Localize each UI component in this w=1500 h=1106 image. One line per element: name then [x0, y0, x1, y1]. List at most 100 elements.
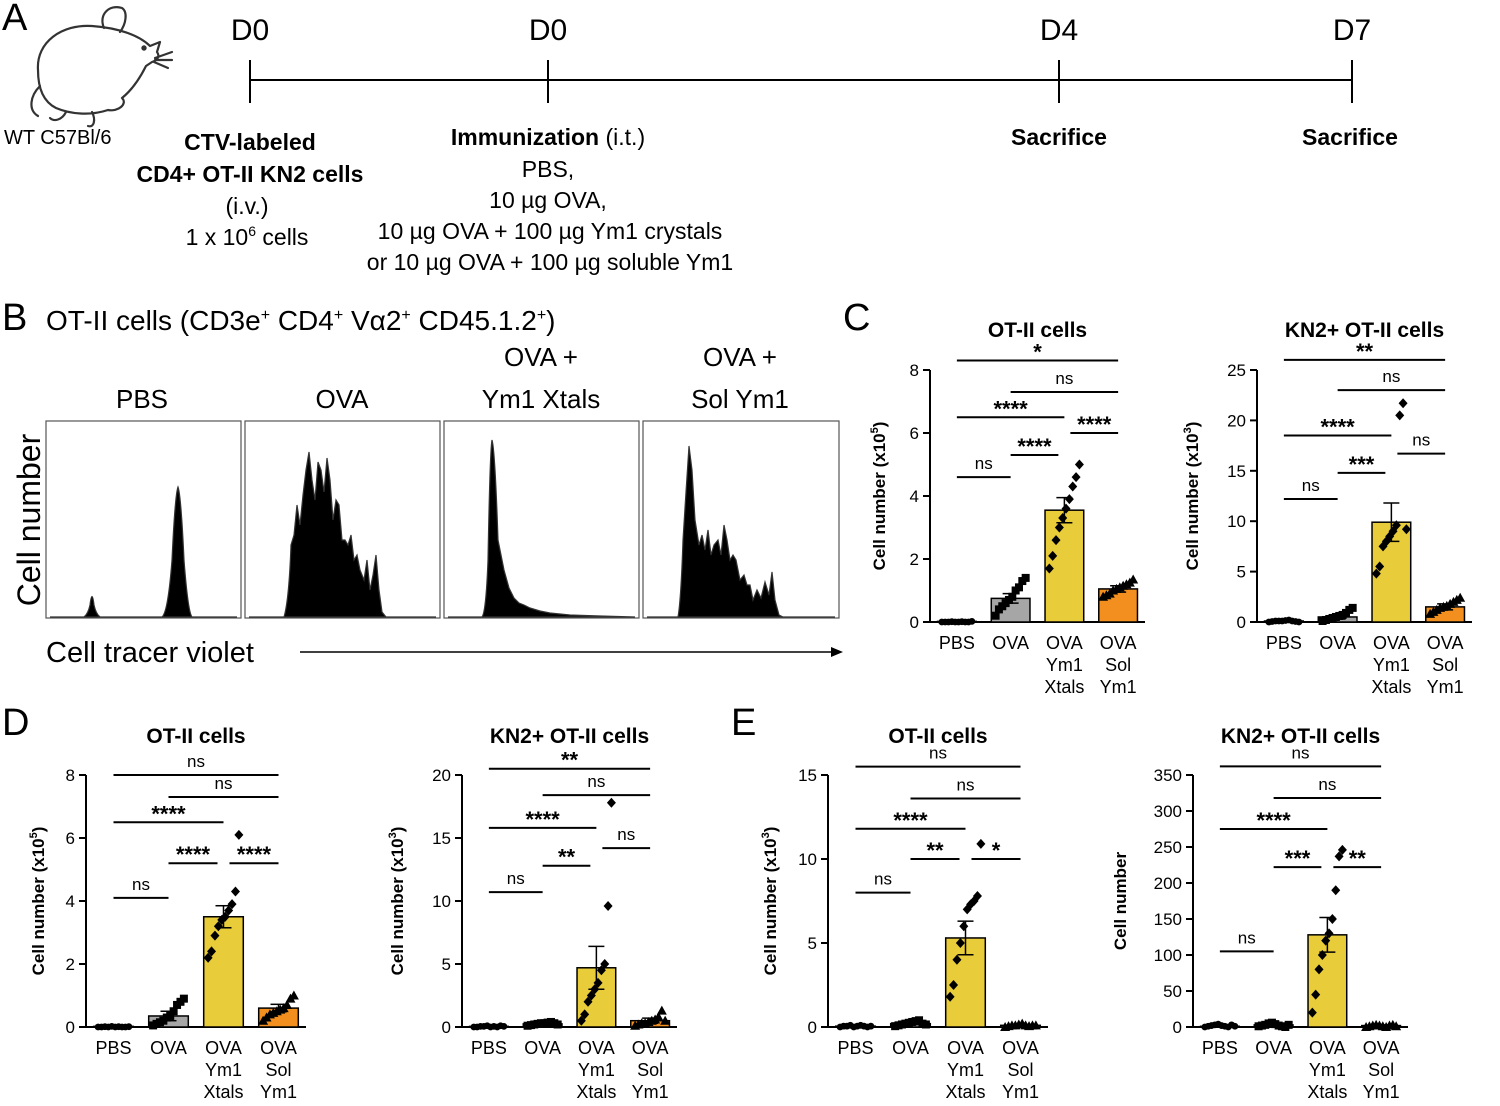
- x-tick-label: Ym1: [1046, 655, 1083, 675]
- data-point: [1058, 513, 1068, 524]
- timeline: [249, 60, 1353, 103]
- y-axis-label: Cell number (x103): [1182, 422, 1202, 571]
- x-tick-label: Ym1: [1100, 677, 1137, 697]
- data-point: [955, 938, 965, 948]
- x-tick-label: Ym1: [1002, 1082, 1039, 1101]
- data-point: [972, 890, 982, 901]
- x-tick-label: Xtals: [1044, 677, 1084, 697]
- step1-title2: CD4+ OT-II KN2 cells: [137, 161, 364, 187]
- chart-title: OT-II cells: [888, 725, 987, 748]
- x-tick-label: OVA: [992, 633, 1029, 653]
- data-point: [606, 797, 616, 808]
- significance-label: ns: [617, 825, 635, 844]
- y-tick-label: 0: [1237, 613, 1246, 632]
- y-tick-label: 0: [910, 613, 919, 632]
- significance-label: ****: [526, 807, 561, 832]
- y-tick-label: 4: [66, 892, 75, 911]
- x-tick-label: PBS: [1202, 1038, 1238, 1058]
- x-tick-label: Ym1: [947, 1060, 984, 1080]
- x-tick-label: Ym1: [632, 1082, 669, 1101]
- data-point: [590, 984, 600, 995]
- significance-label: ***: [1349, 452, 1375, 477]
- data-point: [125, 1023, 133, 1031]
- x-tick-label: Ym1: [578, 1060, 615, 1080]
- step2-line1: PBS,: [522, 156, 574, 182]
- flow-title: OT-II cells (CD3e+ CD4+ Vα2+ CD45.1.2+): [46, 305, 556, 336]
- panel-label-d: D: [2, 702, 29, 744]
- x-tick-label: OVA: [205, 1038, 242, 1058]
- x-tick-label: Sol: [1007, 1060, 1033, 1080]
- significance-label: ****: [1321, 415, 1356, 440]
- data-point: [1074, 459, 1084, 470]
- significance-label: ns: [215, 774, 233, 793]
- chart-title: KN2+ OT-II cells: [1221, 725, 1380, 748]
- data-point: [169, 1007, 178, 1016]
- y-tick-label: 150: [1154, 910, 1182, 929]
- x-tick-label: Xtals: [576, 1082, 616, 1101]
- data-point: [1014, 583, 1023, 592]
- y-tick-label: 15: [798, 766, 817, 785]
- y-tick-label: 0: [1173, 1018, 1182, 1037]
- data-point: [210, 930, 220, 941]
- data-point: [921, 1020, 930, 1029]
- x-tick-label: OVA: [632, 1038, 669, 1058]
- x-tick-label: PBS: [471, 1038, 507, 1058]
- y-tick-label: 5: [1237, 563, 1246, 582]
- x-tick-label: Ym1: [1363, 1082, 1400, 1101]
- cond-label-xtals-2: Ym1 Xtals: [482, 384, 601, 414]
- x-tick-label: OVA: [1309, 1038, 1346, 1058]
- data-point: [553, 1020, 562, 1029]
- panel-label-e: E: [731, 702, 756, 744]
- x-tick-label: Sol: [637, 1060, 663, 1080]
- data-point: [1048, 550, 1058, 561]
- significance-label: **: [561, 748, 579, 773]
- y-tick-label: 10: [432, 892, 451, 911]
- y-tick-label: 4: [910, 487, 919, 506]
- x-tick-label: OVA: [524, 1038, 561, 1058]
- mouse-icon: [30, 6, 174, 128]
- data-point: [1021, 573, 1030, 582]
- data-point: [1391, 1021, 1402, 1031]
- data-point: [1395, 410, 1405, 421]
- x-tick-label: PBS: [95, 1038, 131, 1058]
- chart-title: KN2+ OT-II cells: [1285, 319, 1444, 342]
- data-point: [1071, 472, 1081, 483]
- cond-label-ova: OVA: [316, 384, 370, 414]
- x-tick-label: Sol: [1368, 1060, 1394, 1080]
- flow-x-arrow: [300, 647, 843, 657]
- data-point: [224, 905, 234, 916]
- bar-ova-ym1-xtals: [202, 916, 245, 1028]
- data-point: [1314, 964, 1324, 975]
- step2-line4: or 10 µg OVA + 100 µg soluble Ym1: [367, 249, 733, 275]
- data-point: [1455, 592, 1466, 602]
- x-tick-label: Ym1: [1373, 655, 1410, 675]
- x-tick-label: Ym1: [205, 1060, 242, 1080]
- significance-label: ns: [507, 869, 525, 888]
- data-point: [1391, 520, 1401, 531]
- x-tick-label: Xtals: [1371, 677, 1411, 697]
- significance-label: *: [1033, 340, 1042, 365]
- histogram-pbs: [50, 485, 237, 618]
- data-point: [867, 1022, 875, 1030]
- x-tick-label: PBS: [837, 1038, 873, 1058]
- data-point: [576, 1015, 586, 1026]
- data-point: [1317, 950, 1327, 960]
- y-axis-label: Cell number (x105): [28, 827, 48, 976]
- x-tick-label: OVA: [1319, 633, 1356, 653]
- data-point: [952, 954, 962, 965]
- histograms: [50, 439, 835, 618]
- y-axis-label: Cell number (x103): [760, 827, 780, 976]
- day-label-2: D0: [529, 14, 567, 47]
- cond-label-xtals-1: OVA +: [504, 342, 578, 372]
- y-tick-label: 100: [1154, 946, 1182, 965]
- cond-label-pbs: PBS: [116, 384, 168, 414]
- significance-label: ns: [975, 454, 993, 473]
- x-tick-label: Xtals: [1307, 1082, 1347, 1101]
- y-tick-label: 10: [1227, 512, 1246, 531]
- significance-label: *: [992, 838, 1001, 863]
- flow-x-label: Cell tracer violet: [46, 637, 254, 669]
- step1-title1: CTV-labeled: [184, 129, 316, 155]
- histogram-sol: [647, 445, 835, 618]
- data-point: [1321, 935, 1331, 946]
- data-point: [1284, 1020, 1293, 1029]
